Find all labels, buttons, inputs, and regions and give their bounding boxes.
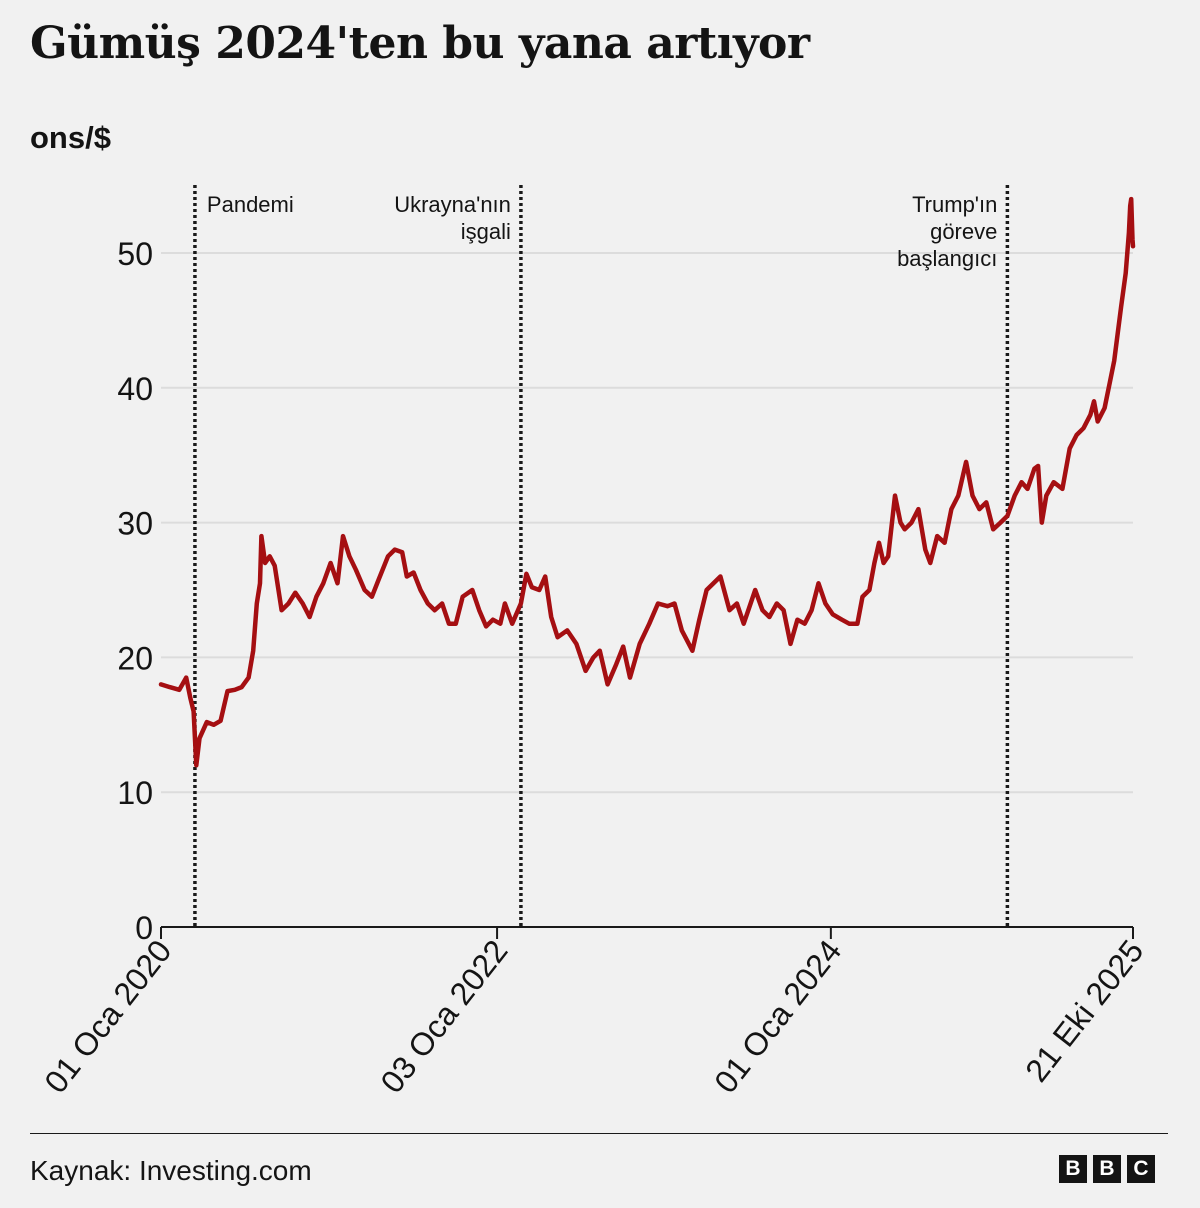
silver-price-line (158, 196, 1136, 768)
bbc-logo: B B C (1059, 1155, 1155, 1183)
y-tick-label: 10 (117, 775, 153, 811)
x-tick-label: 03 Oca 2022 (373, 933, 514, 1100)
y-tick-label: 40 (117, 371, 153, 407)
x-tick-label: 21 Eki 2025 (1018, 933, 1150, 1088)
y-tick-label: 50 (117, 236, 153, 272)
y-axis-unit-label: ons/$ (30, 120, 111, 155)
x-tick-label: 01 Oca 2024 (707, 933, 848, 1100)
event-label: işgali (461, 219, 511, 244)
silver-price-line-chart: 0 10 20 30 40 50 01 Oca 2020 03 Oca 2022 01 Oca … (37, 185, 1151, 1100)
x-tick-label: 01 Oca 2020 (37, 933, 178, 1100)
event-label: göreve (930, 219, 997, 244)
y-tick-label: 30 (117, 506, 153, 542)
event-label: Pandemi (207, 192, 294, 217)
y-tick-label: 0 (135, 910, 153, 946)
event-label: Trump'ın (912, 192, 997, 217)
bbc-logo-letter: B (1093, 1155, 1121, 1183)
y-tick-label: 20 (117, 640, 153, 676)
event-label: başlangıcı (897, 246, 997, 271)
chart-title: Gümüş 2024'ten bu yana artıyor (30, 18, 810, 69)
source-note: Kaynak: Investing.com (30, 1155, 312, 1186)
footer-divider (30, 1133, 1168, 1134)
bbc-logo-letter: B (1059, 1155, 1087, 1183)
bbc-logo-letter: C (1127, 1155, 1155, 1183)
event-label: Ukrayna'nın (394, 192, 511, 217)
